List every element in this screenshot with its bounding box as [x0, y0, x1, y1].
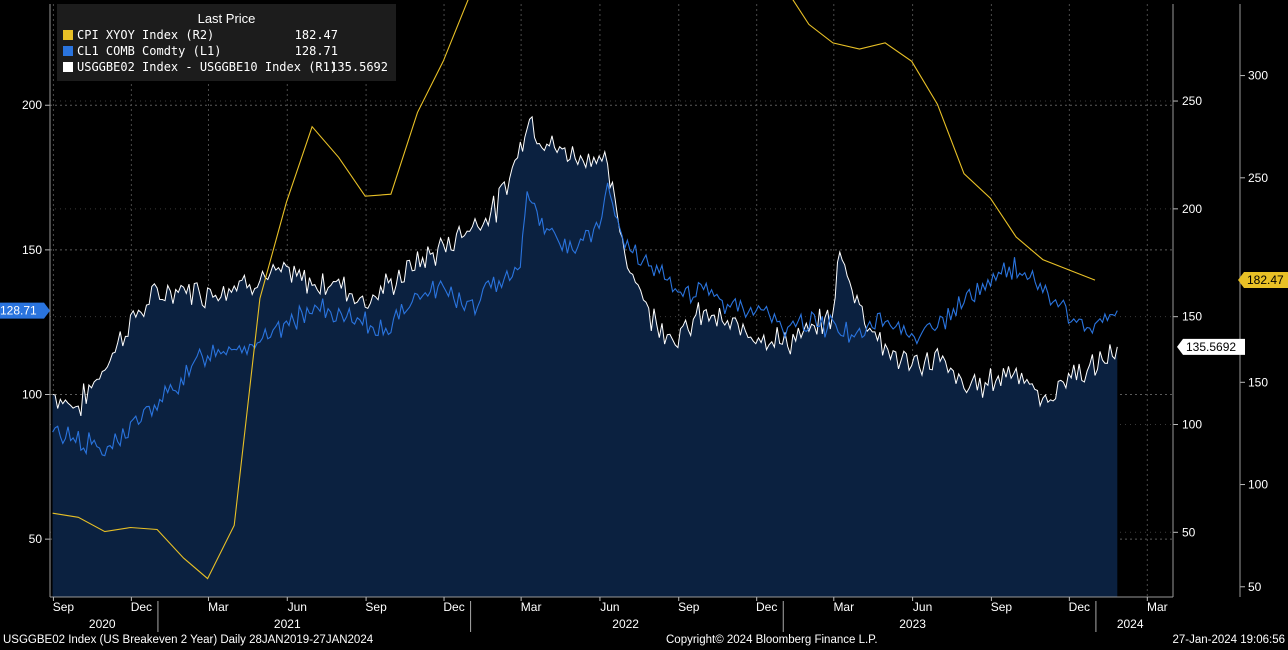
tick-label-x: Dec [756, 600, 777, 614]
tick-label-x: Sep [678, 600, 700, 614]
tick-label-r2: 100 [1248, 478, 1268, 492]
legend-swatch-spread [63, 62, 73, 72]
last-label-cl1-tag [0, 302, 50, 319]
tick-label-x: Mar [1147, 600, 1168, 614]
tick-label-r1: 250 [1182, 94, 1202, 108]
axes: 5010015020050100150200250501001502002503… [22, 4, 1268, 632]
footer-copyright: Copyright© 2024 Bloomberg Finance L.P. [666, 634, 878, 646]
spread-area [52, 116, 1118, 598]
footer-ticker-info: USGGBE02 Index (US Breakeven 2 Year) Dai… [3, 634, 374, 646]
tick-label-x: Mar [208, 600, 229, 614]
year-label: 2023 [899, 617, 926, 631]
series-line-spread [52, 115, 1118, 417]
last-label-cpi-tag [1238, 272, 1288, 289]
series-line-cl1 [52, 182, 1118, 457]
tick-label-r2: 300 [1248, 69, 1268, 83]
tick-label-x: Dec [443, 600, 464, 614]
legend-title: Last Price [197, 11, 256, 26]
last-label-cl1-text: 128.71 [0, 304, 37, 318]
series-line-cpi [52, 0, 1096, 580]
tick-label-r1: 150 [1182, 310, 1202, 324]
tick-label-r1: 50 [1182, 525, 1196, 539]
legend-name-spread: USGGBE02 Index - USGGBE10 Index (R1) [77, 60, 338, 74]
last-label-spread-tag [1177, 338, 1245, 355]
tick-label-x: Jun [600, 600, 619, 614]
tick-label-x: Sep [991, 600, 1013, 614]
spread-area-fill [52, 116, 1118, 598]
legend-entry-cpi: CPI XYOY Index (R2) 182.47 [61, 28, 390, 43]
last-label-cpi-text: 182.47 [1247, 273, 1284, 287]
tick-label-x: Mar [521, 600, 542, 614]
legend-entry-cl1: CL1 COMB Comdty (L1) 128.71 [61, 44, 390, 59]
year-label: 2021 [274, 617, 301, 631]
tick-label-x: Sep [53, 600, 75, 614]
tick-label-l1: 150 [22, 243, 42, 257]
tick-label-l1: 200 [22, 98, 42, 112]
legend-swatch-cl1 [63, 46, 73, 56]
tick-label-x: Mar [833, 600, 854, 614]
tick-label-r2: 250 [1248, 171, 1268, 185]
tick-label-x: Jun [913, 600, 932, 614]
tick-label-r1: 100 [1182, 417, 1202, 431]
legend-name-cl1: CL1 COMB Comdty (L1) [77, 44, 222, 58]
tick-label-x: Dec [1069, 600, 1090, 614]
legend-value-cl1: 128.71 [294, 44, 338, 58]
tick-label-x: Sep [365, 600, 387, 614]
legend: Last Price CPI XYOY Index (R2) 182.47 CL… [57, 4, 396, 81]
legend-entry-spread: USGGBE02 Index - USGGBE10 Index (R1) 135… [61, 60, 390, 75]
tick-label-x: Jun [288, 600, 307, 614]
legend-swatch-cpi [63, 30, 73, 40]
last-label-spread-text: 135.5692 [1186, 340, 1236, 354]
tick-label-l1: 100 [22, 388, 42, 402]
year-label: 2024 [1117, 617, 1144, 631]
series-lines [52, 0, 1118, 580]
tick-label-r2: 150 [1248, 375, 1268, 389]
tick-label-r1: 200 [1182, 202, 1202, 216]
footer: USGGBE02 Index (US Breakeven 2 Year) Dai… [0, 632, 1288, 650]
year-label: 2022 [612, 617, 639, 631]
last-value-labels: 128.71 135.5692 182.47 [0, 272, 1288, 355]
legend-value-cpi: 182.47 [294, 28, 338, 42]
legend-value-spread: 135.5692 [330, 60, 388, 74]
tick-label-l1: 50 [29, 532, 43, 546]
footer-timestamp: 27-Jan-2024 19:06:56 [1172, 634, 1285, 646]
legend-name-cpi: CPI XYOY Index (R2) [77, 28, 215, 42]
year-label: 2020 [89, 617, 116, 631]
tick-label-r2: 50 [1248, 580, 1262, 594]
tick-label-x: Dec [131, 600, 152, 614]
